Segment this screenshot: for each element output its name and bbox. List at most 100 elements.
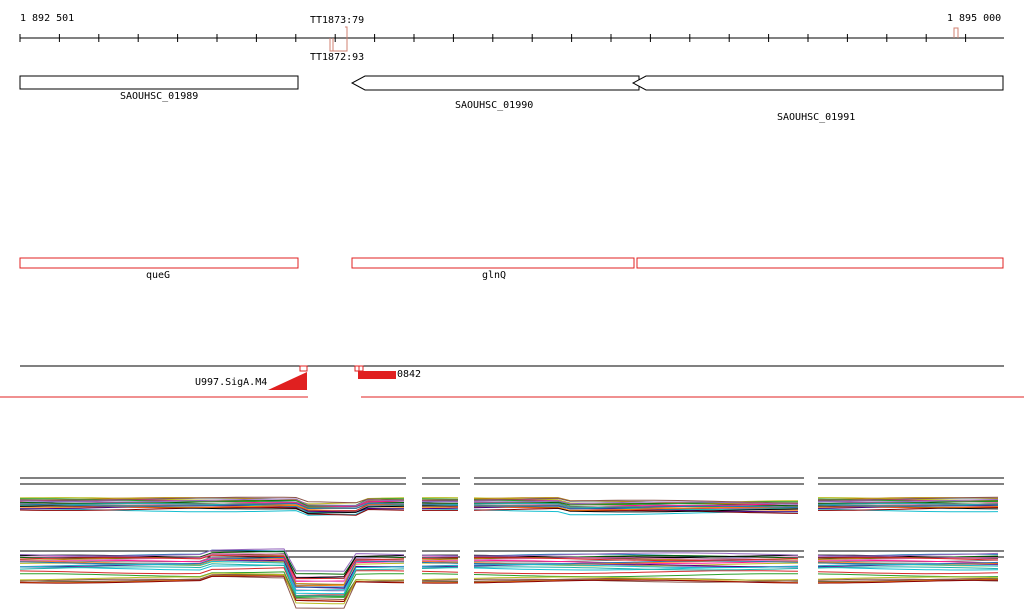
- gene-label-saouhsc-01991[interactable]: SAOUHSC_01991: [777, 112, 856, 123]
- expression-line-lower: [421, 555, 459, 558]
- expression-line-lower: [817, 564, 999, 567]
- expression-line-lower: [19, 572, 405, 605]
- expression-line-lower: [421, 567, 459, 569]
- gene-name-track: [19, 257, 1004, 269]
- expression-line-lower: [474, 557, 799, 562]
- expression-line-lower: [473, 560, 799, 565]
- feature-0842-marker-b: [358, 365, 364, 372]
- expression-line-lower: [421, 573, 459, 575]
- gene-label-saouhsc-01990[interactable]: SAOUHSC_01990: [455, 100, 534, 111]
- expression-line-lower: [421, 561, 459, 564]
- expression-line-lower: [474, 552, 799, 557]
- expression-line-upper: [473, 505, 799, 510]
- gene-label-saouhsc-01989[interactable]: SAOUHSC_01989: [120, 91, 199, 102]
- terminator-label-tt1872[interactable]: TT1872:93: [310, 52, 365, 63]
- expression-line-lower: [19, 560, 405, 595]
- expression-line-lower: [19, 575, 405, 603]
- terminator-label-tt1873[interactable]: TT1873:79: [310, 15, 365, 26]
- gene-box-unnamed[interactable]: [636, 257, 1004, 269]
- terminator-mark-right[interactable]: [953, 27, 959, 38]
- feature-track: [0, 365, 1024, 398]
- expression-line-lower: [421, 565, 459, 567]
- expression-line-upper: [473, 504, 799, 509]
- expression-line-upper: [421, 502, 459, 504]
- expression-line-lower: [817, 579, 999, 584]
- ruler-ticks: [19, 34, 967, 42]
- gene-box-glnq[interactable]: [351, 257, 635, 269]
- feature-0842-bar[interactable]: [358, 371, 396, 379]
- expression-line-lower: [473, 564, 799, 569]
- expression-line-lower: [473, 566, 799, 571]
- gene-arrow-saouhsc-01991[interactable]: [631, 75, 1004, 91]
- expression-line-upper: [19, 503, 405, 510]
- expression-line-lower: [421, 570, 459, 573]
- expression-line-lower: [19, 567, 405, 597]
- coordinate-ruler: [19, 34, 1004, 42]
- expression-line-lower: [421, 558, 459, 561]
- expression-line-lower: [473, 557, 799, 562]
- expression-line-upper: [19, 498, 405, 507]
- gene-arrow-saouhsc-01990[interactable]: [350, 75, 640, 91]
- expression-line-upper: [473, 500, 799, 505]
- expression-line-upper: [474, 499, 799, 507]
- expression-line-upper: [473, 507, 799, 514]
- expression-line-upper: [818, 507, 998, 511]
- expression-line-lower: [421, 578, 459, 581]
- expression-line-lower: [473, 576, 799, 581]
- expression-line-lower: [19, 573, 405, 601]
- feature-0842-marker-a: [354, 365, 360, 372]
- expression-line-upper: [421, 507, 459, 510]
- expression-line-upper: [473, 497, 799, 504]
- expression-line-lower: [421, 579, 459, 582]
- expression-line-lower: [19, 563, 405, 597]
- expression-line-lower: [817, 571, 999, 575]
- promoter-u997-triangle[interactable]: [268, 372, 307, 390]
- expression-line-upper: [421, 500, 459, 503]
- expression-line-upper: [818, 496, 999, 501]
- expression-line-lower: [19, 548, 405, 572]
- expression-line-upper: [473, 497, 799, 505]
- gene-name-queg[interactable]: queG: [146, 270, 171, 281]
- terminator-mark-tt1873[interactable]: [329, 26, 348, 52]
- expression-line-lower: [19, 557, 405, 587]
- gene-name-glnq[interactable]: glnQ: [482, 270, 507, 281]
- expression-line-upper: [473, 505, 799, 511]
- feature-label-0842[interactable]: 0842: [397, 369, 422, 380]
- expression-line-lower: [19, 556, 405, 588]
- expression-line-upper: [19, 506, 405, 516]
- expression-line-lower: [473, 573, 798, 578]
- expression-line-lower: [473, 570, 799, 575]
- expression-line-upper: [473, 503, 799, 510]
- terminator-track: [329, 26, 959, 52]
- expression-line-lower: [817, 576, 999, 580]
- expression-line-upper: [817, 504, 999, 507]
- expression-line-lower: [817, 561, 999, 565]
- expression-line-lower: [421, 557, 459, 559]
- expression-line-lower: [818, 577, 999, 582]
- expression-line-lower: [817, 559, 999, 563]
- expression-line-upper: [817, 499, 999, 503]
- gene-track: [19, 75, 1004, 91]
- expression-line-lower: [421, 554, 459, 557]
- expression-line-lower: [817, 557, 999, 561]
- expression-line-lower: [817, 552, 999, 557]
- gene-box-queg[interactable]: [19, 257, 299, 269]
- expression-line-lower: [421, 561, 459, 563]
- expression-track: [19, 477, 1004, 609]
- expression-line-lower: [817, 566, 999, 570]
- feature-label-u997[interactable]: U997.SigA.M4: [195, 377, 268, 388]
- expression-line-upper: [19, 496, 405, 504]
- expression-line-lower: [473, 579, 799, 584]
- gene-arrow-saouhsc-01989[interactable]: [19, 75, 299, 90]
- expression-line-lower: [817, 573, 999, 578]
- expression-line-lower: [817, 566, 999, 571]
- ruler-start-label: 1 892 501: [20, 13, 75, 24]
- expression-line-upper: [817, 503, 999, 506]
- expression-line-upper: [421, 504, 459, 506]
- expression-line-lower: [19, 554, 405, 580]
- promoter-u997-box: [299, 365, 308, 372]
- expression-line-lower: [817, 557, 999, 561]
- expression-line-lower: [19, 553, 404, 583]
- expression-line-upper: [817, 498, 999, 503]
